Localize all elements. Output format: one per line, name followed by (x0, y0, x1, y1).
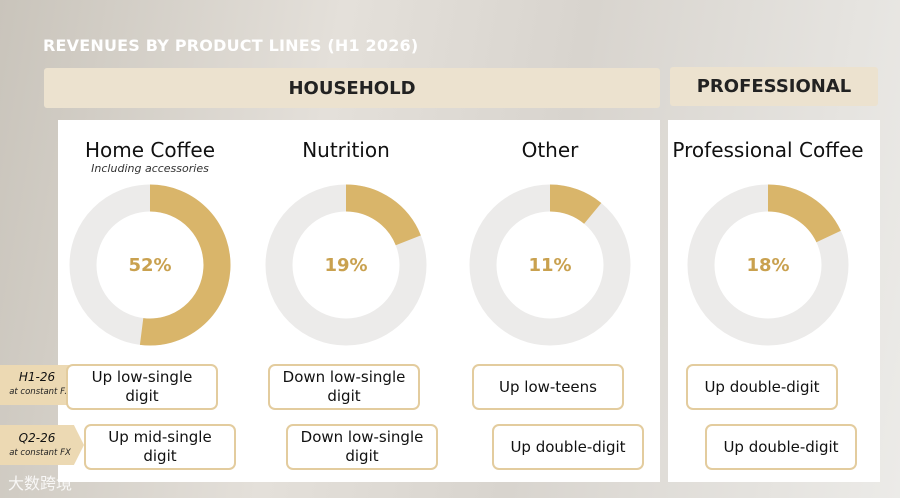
donut-segment (345, 184, 421, 246)
row-period: H1-26 (18, 370, 56, 384)
growth-box: Up low-teens (472, 364, 624, 410)
household-panel (58, 120, 660, 482)
growth-box: Up double-digit (492, 424, 644, 470)
donut-segment (139, 184, 231, 346)
group-header: HOUSEHOLD (44, 68, 660, 108)
growth-box: Up double-digit (686, 364, 838, 410)
chart-title: Other (521, 138, 579, 162)
donut-label: 52% (128, 255, 171, 276)
donut-segment (767, 184, 841, 243)
row-tab (0, 425, 84, 465)
donut-label: 11% (528, 255, 571, 276)
row-note: at constant FX (9, 387, 71, 397)
donut-segment (549, 184, 602, 225)
growth-box: Up low-single digit (66, 364, 218, 410)
donut-label: 18% (746, 255, 789, 276)
growth-box: Down low-single digit (286, 424, 438, 470)
group-header: PROFESSIONAL (670, 67, 878, 106)
chart-title: Professional Coffee (672, 138, 864, 162)
row-note: at constant FX (9, 448, 71, 458)
growth-box: Up double-digit (705, 424, 857, 470)
row-period: Q2-26 (18, 431, 56, 445)
watermark: 大数跨境 (8, 474, 73, 493)
growth-box: Down low-single digit (268, 364, 420, 410)
donut-label: 19% (324, 255, 367, 276)
chart-title: Home Coffee (84, 138, 215, 162)
growth-box: Up mid-single digit (84, 424, 236, 470)
slide-title: REVENUES BY PRODUCT LINES (H1 2026) (43, 36, 419, 55)
chart-subtitle: Including accessories (91, 162, 209, 175)
chart-title: Nutrition (302, 138, 390, 162)
